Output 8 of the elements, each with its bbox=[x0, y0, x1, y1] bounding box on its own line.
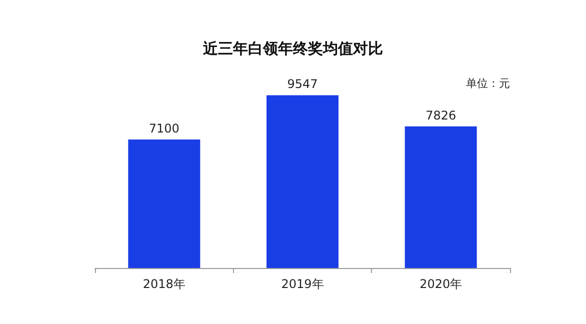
data-label: 9547 bbox=[287, 77, 318, 92]
chart-title: 近三年白领年终奖均值对比 bbox=[202, 40, 383, 58]
x-tick-label: 2019年 bbox=[281, 277, 324, 291]
x-tick-label: 2020年 bbox=[420, 277, 462, 291]
text: 单位：元 bbox=[466, 77, 510, 90]
x-tick-label: 2018年 bbox=[142, 277, 186, 291]
data-label: 7826 bbox=[426, 108, 456, 122]
data-label: 7100 bbox=[148, 121, 180, 136]
